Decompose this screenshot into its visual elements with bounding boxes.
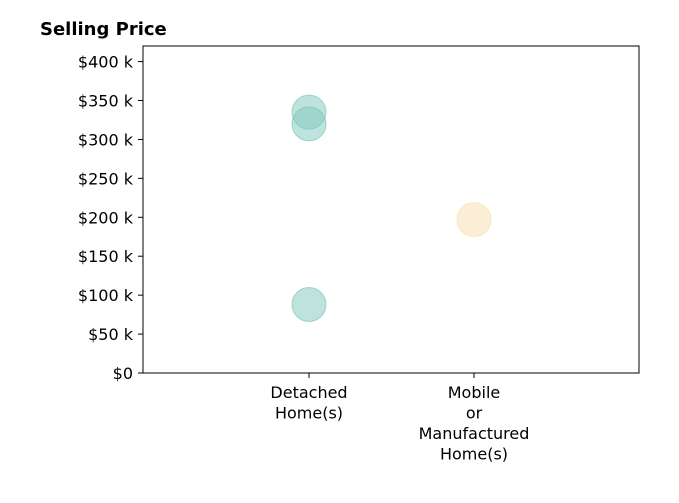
data-point <box>291 106 327 142</box>
x-tick-label: Detached Home(s) <box>270 383 347 423</box>
y-tick-label: $50 k <box>88 325 134 344</box>
plot-area <box>142 45 640 374</box>
data-points <box>291 94 492 322</box>
x-tick-label: Mobile or Manufactured Home(s) <box>419 383 530 464</box>
y-tick-label: $250 k <box>78 169 134 188</box>
data-point <box>456 202 492 238</box>
y-tick-label: $100 k <box>78 286 134 305</box>
plot-border <box>142 45 640 374</box>
data-point <box>291 286 327 322</box>
y-tick-label: $300 k <box>78 130 134 149</box>
y-tick-label: $400 k <box>78 53 134 72</box>
y-tick-label: $150 k <box>78 247 134 266</box>
x-axis: Detached Home(s) Mobile or Manufactured Home(… <box>270 373 529 464</box>
chart-title: Selling Price <box>40 19 167 40</box>
y-tick-label: $0 <box>113 364 133 383</box>
y-tick-label: $350 k <box>78 92 134 111</box>
y-axis: $0 $50 k $100 k $150 k $200 k $250 k $300 k $35… <box>78 53 143 383</box>
y-tick-label: $200 k <box>78 208 134 227</box>
